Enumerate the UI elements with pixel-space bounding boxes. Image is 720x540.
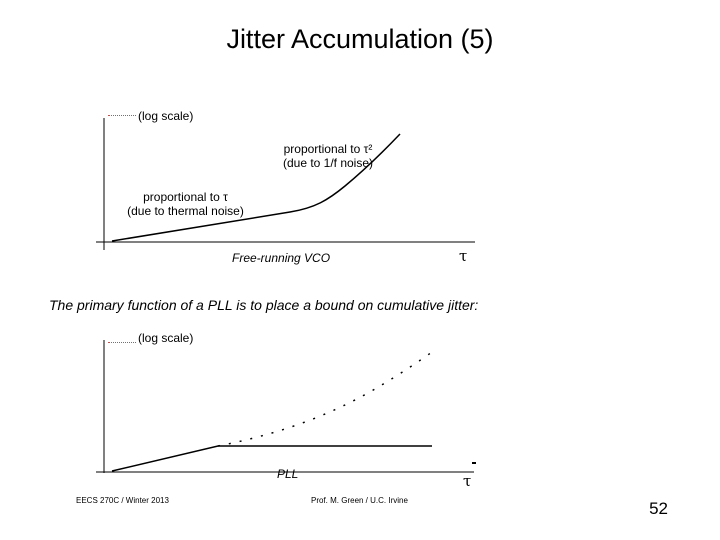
bottom-plot-caption: PLL [277, 467, 299, 481]
top-x-axis-label: τ [459, 247, 468, 265]
annotation-tau-squared-line1: proportional to τ² [283, 142, 373, 156]
bottom-y-axis-label: (log scale) [138, 331, 194, 345]
annotation-tau-squared-line2: (due to 1/f noise) [282, 156, 374, 170]
footer-author: Prof. M. Green / U.C. Irvine [311, 496, 408, 505]
top-jitter-curve [111, 133, 401, 242]
page-number: 52 [649, 499, 668, 518]
pll-bounded-curve [111, 445, 432, 472]
top-y-axis-label: (log scale) [138, 109, 194, 123]
slide-title: Jitter Accumulation (5) [226, 24, 494, 54]
top-plot-caption: Free-running VCO [232, 251, 331, 265]
bottom-y-axis-tiny-rule [108, 342, 136, 343]
annotation-tau-squared: proportional to τ² (due to 1/f noise) [268, 142, 388, 170]
free-running-dashed-curve [217, 351, 433, 447]
annotation-tau: proportional to τ (due to thermal noise) [118, 190, 253, 218]
annotation-tau-line2: (due to thermal noise) [127, 204, 244, 218]
top-y-axis-tiny-rule [108, 115, 136, 116]
bottom-x-axis-label: τ [463, 472, 472, 490]
annotation-tau-line1: proportional to τ [143, 190, 228, 204]
pll-statement: The primary function of a PLL is to plac… [49, 297, 479, 313]
footer-course: EECS 270C / Winter 2013 [76, 496, 169, 505]
